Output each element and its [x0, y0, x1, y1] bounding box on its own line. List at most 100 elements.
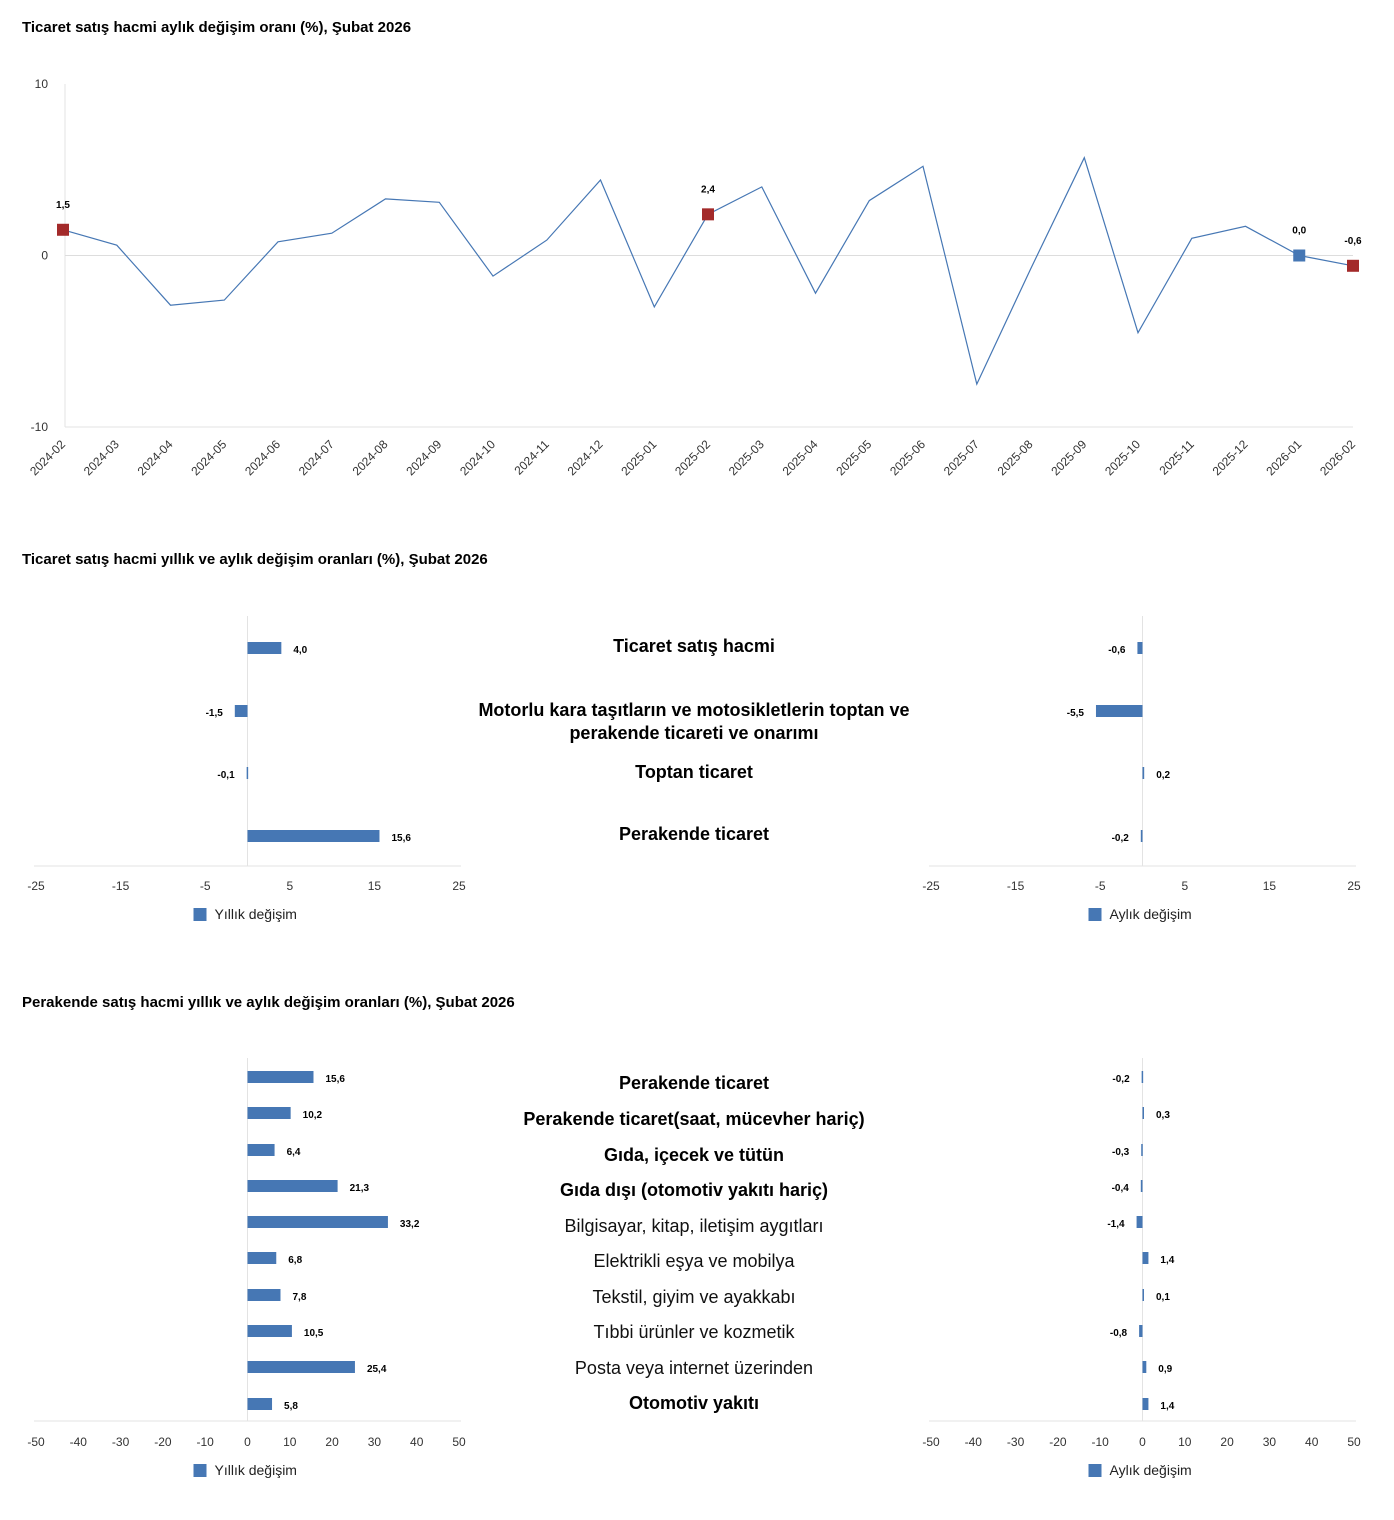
- data-label: 15,6: [391, 833, 411, 844]
- x-tick-label: 20: [325, 1435, 339, 1449]
- chart2-title: Ticaret satış hacmi yıllık ve aylık deği…: [22, 551, 488, 568]
- data-label: 6,4: [287, 1147, 301, 1158]
- bar: [234, 705, 248, 717]
- highlight-marker: [1293, 249, 1306, 262]
- data-label: 1,4: [1160, 1255, 1174, 1266]
- data-label: 5,8: [284, 1401, 298, 1412]
- x-tick-label: 40: [410, 1435, 424, 1449]
- data-label: 1,5: [56, 200, 70, 211]
- x-tick-label: 2025-04: [780, 437, 821, 478]
- x-tick-label: 10: [283, 1435, 297, 1449]
- data-label: 2,4: [701, 184, 715, 195]
- x-tick-label: 2026-01: [1263, 437, 1304, 478]
- bar: [1095, 705, 1143, 717]
- x-tick-label: 15: [368, 879, 382, 893]
- x-tick-label: -15: [112, 879, 130, 893]
- bar: [247, 1398, 273, 1410]
- bar: [247, 1361, 355, 1373]
- x-tick-label: 2025-05: [833, 437, 874, 478]
- bar: [247, 1325, 292, 1337]
- x-tick-label: 2025-09: [1048, 437, 1089, 478]
- category-label: Tıbbi ürünler ve kozmetik: [593, 1322, 795, 1342]
- y-tick-label: 0: [41, 249, 48, 263]
- y-tick-label: -10: [31, 420, 49, 434]
- x-tick-label: 2025-07: [941, 437, 982, 478]
- x-tick-label: -25: [922, 879, 940, 893]
- legend-label: Yıllık değişim: [215, 906, 297, 922]
- legend-label: Aylık değişim: [1110, 1462, 1192, 1478]
- x-tick-label: -30: [1007, 1435, 1025, 1449]
- legend-swatch: [193, 1464, 207, 1477]
- data-label: -0,6: [1108, 645, 1126, 656]
- category-label: Posta veya internet üzerinden: [575, 1358, 813, 1378]
- data-label: -0,1: [217, 770, 235, 781]
- bar: [247, 1252, 277, 1264]
- data-label: 21,3: [350, 1183, 370, 1194]
- trade-volume-bar-chart: -25 -15 -5 5 15 25 4,0 -1,5 -0,1 15,6 Yıllık değiş…: [27, 616, 1361, 922]
- data-label: 0,0: [1292, 226, 1306, 237]
- x-tick-label: 2024-07: [296, 437, 337, 478]
- x-tick-label: 2026-02: [1317, 437, 1358, 478]
- data-label: 10,2: [303, 1110, 323, 1121]
- bar: [1137, 642, 1143, 654]
- x-tick-label: -25: [27, 879, 45, 893]
- x-tick-label: -20: [154, 1435, 172, 1449]
- bar: [1142, 1252, 1149, 1264]
- category-label: Perakende ticaret(saat, mücevher hariç): [523, 1109, 864, 1129]
- x-tick-label: 40: [1305, 1435, 1319, 1449]
- highlight-marker: [1347, 259, 1359, 272]
- x-tick-label: 2024-06: [242, 437, 283, 478]
- data-label: 7,8: [292, 1292, 306, 1303]
- x-tick-label: 2024-02: [27, 437, 68, 478]
- bar: [247, 642, 282, 654]
- x-tick-label: 0: [244, 1435, 251, 1449]
- x-tick-label: -30: [112, 1435, 130, 1449]
- x-tick-label: 50: [1347, 1435, 1361, 1449]
- bar: [247, 1180, 338, 1192]
- highlight-marker: [57, 223, 69, 236]
- data-label: 10,5: [304, 1328, 324, 1339]
- data-label: -0,2: [1112, 1074, 1130, 1085]
- category-label: Otomotiv yakıtı: [629, 1393, 759, 1413]
- category-label: Gıda dışı (otomotiv yakıtı hariç): [560, 1180, 828, 1200]
- bar: [1142, 1398, 1149, 1410]
- bar: [247, 1289, 281, 1301]
- bar: [246, 767, 249, 779]
- x-tick-label: 2024-09: [403, 437, 444, 478]
- category-label: Perakende ticaret: [619, 824, 769, 844]
- x-tick-label: 30: [1263, 1435, 1277, 1449]
- x-tick-label: -10: [1092, 1435, 1110, 1449]
- bar: [1136, 1216, 1143, 1228]
- data-label: -5,5: [1067, 708, 1085, 719]
- x-tick-label: 2025-03: [726, 437, 767, 478]
- x-tick-label: -5: [200, 879, 211, 893]
- category-label: Ticaret satış hacmi: [613, 636, 775, 656]
- bar: [1141, 1144, 1143, 1156]
- data-label: 33,2: [400, 1219, 420, 1230]
- data-label: -0,2: [1112, 833, 1130, 844]
- x-tick-label: 15: [1263, 879, 1277, 893]
- chart1-title: Ticaret satış hacmi aylık değişim oranı …: [22, 19, 412, 36]
- x-tick-label: 25: [1347, 879, 1361, 893]
- x-tick-label: -5: [1095, 879, 1106, 893]
- retail-volume-bar-chart: -50 -40 -30 -20 -10 0 10 20 30 40 50 15,6 10,2 6,4 21,…: [27, 1058, 1361, 1478]
- bar: [1142, 1289, 1144, 1301]
- data-label: -0,8: [1110, 1328, 1128, 1339]
- x-tick-label: 2025-11: [1156, 437, 1197, 478]
- x-tick-label: 2025-12: [1210, 437, 1251, 478]
- x-tick-label: -20: [1049, 1435, 1067, 1449]
- data-label: -1,5: [206, 708, 224, 719]
- legend-swatch: [193, 908, 207, 921]
- x-tick-label: 2024-05: [188, 437, 229, 478]
- category-label: Gıda, içecek ve tütün: [604, 1145, 784, 1165]
- x-tick-label: 5: [1181, 879, 1188, 893]
- bar: [1141, 1071, 1144, 1083]
- x-tick-label: 2024-03: [81, 437, 122, 478]
- bar: [1139, 1325, 1143, 1337]
- x-tick-label: 2025-01: [618, 437, 659, 478]
- bar: [247, 830, 380, 842]
- x-tick-label: 2024-08: [350, 437, 391, 478]
- category-label: Motorlu kara taşıtların ve motosikletler…: [478, 700, 909, 743]
- highlight-marker: [702, 208, 714, 221]
- x-tick-label: 30: [368, 1435, 382, 1449]
